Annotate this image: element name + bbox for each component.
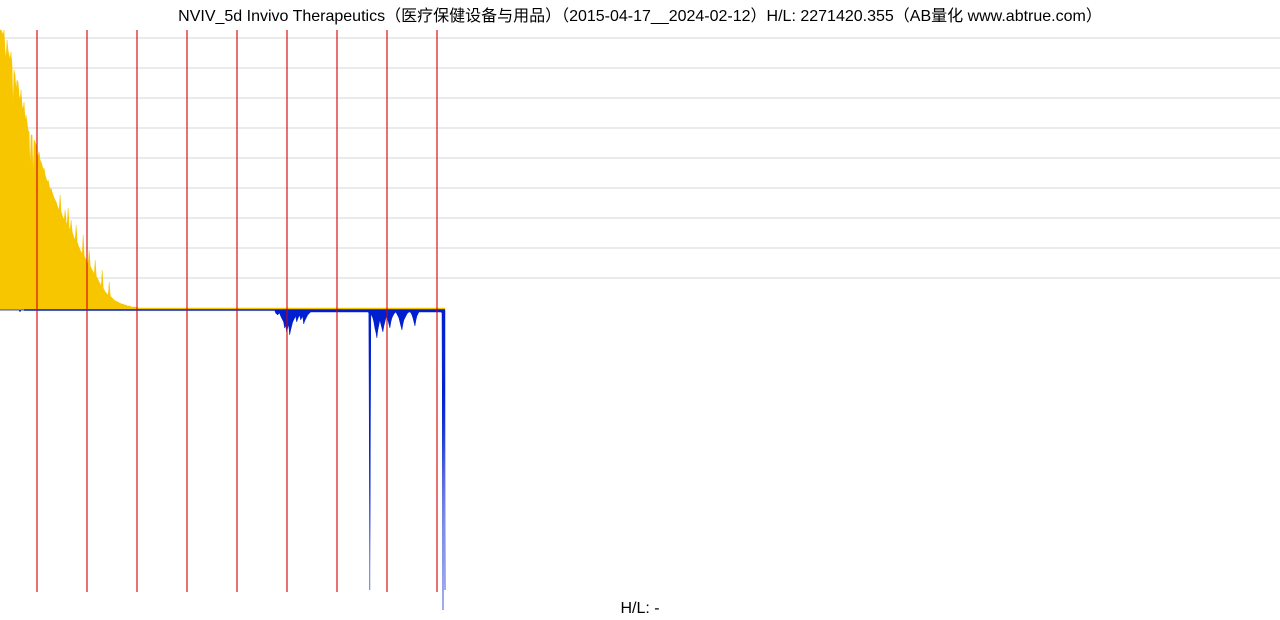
price-chart [0,0,1280,620]
